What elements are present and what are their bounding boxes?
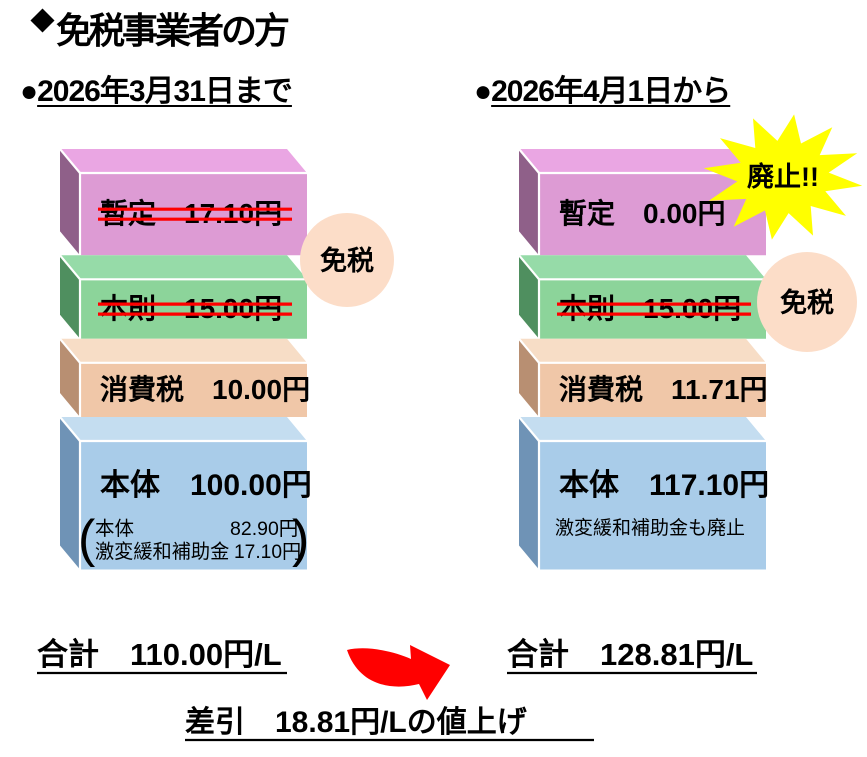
svg-text:(: ( <box>78 510 96 568</box>
svg-text:): ) <box>292 510 309 568</box>
svg-text:差引 18.81円/Lの値上げ: 差引 18.81円/Lの値上げ <box>185 706 528 739</box>
svg-text:暫定 0.00円: 暫定 0.00円 <box>559 197 726 229</box>
svg-text:免税: 免税 <box>320 246 374 276</box>
svg-text:合計 110.00円/L: 合計 110.00円/L <box>37 637 282 672</box>
svg-text:本則 15.00円: 本則 15.00円 <box>100 293 282 324</box>
svg-text:本体 100.00円: 本体 100.00円 <box>100 469 312 502</box>
svg-text:消費税 11.71円: 消費税 11.71円 <box>559 373 768 405</box>
svg-text:暫定 17.10円: 暫定 17.10円 <box>100 197 282 229</box>
svg-text:本則 15.00円: 本則 15.00円 <box>559 293 741 324</box>
svg-text:廃止!!: 廃止!! <box>747 161 819 192</box>
svg-text:本体 117.10円: 本体 117.10円 <box>559 469 769 502</box>
svg-text:激変緩和補助金も廃止: 激変緩和補助金も廃止 <box>555 517 745 539</box>
svg-text:免税: 免税 <box>780 288 834 318</box>
svg-text:合計 128.81円/L: 合計 128.81円/L <box>507 637 753 672</box>
svg-text:消費税 10.00円: 消費税 10.00円 <box>100 373 310 405</box>
